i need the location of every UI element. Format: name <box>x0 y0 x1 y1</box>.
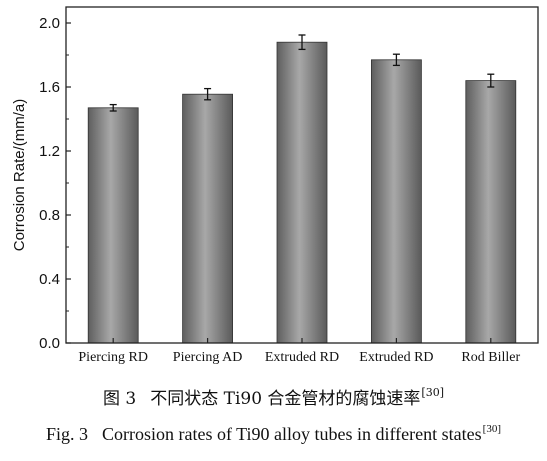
bar-chart: Piercing RD Piercing AD Extruded RD Extrude… <box>11 6 539 365</box>
bars-layer <box>87 34 517 344</box>
x-tick-label: Extruded RD <box>265 350 339 365</box>
y-tick-label: 2.0 <box>39 15 60 32</box>
y-tick-label: 0.0 <box>39 335 60 352</box>
y-tick-label: 0.4 <box>39 271 60 288</box>
y-tick-label: 1.6 <box>39 79 60 96</box>
caption-english-fig: Fig. 3 <box>46 424 89 444</box>
caption-chinese-fig: 图 3 <box>102 389 137 409</box>
x-tick-label: Rod Biller <box>461 350 520 365</box>
y-tick-label: 0.8 <box>39 207 60 224</box>
bar <box>465 80 517 344</box>
bar <box>87 107 139 344</box>
caption-chinese: 图 3 不同状态 Ti90 合金管材的腐蚀速率[30] <box>0 384 547 409</box>
bar <box>276 41 328 344</box>
caption-chinese-ref: [30] <box>421 386 445 399</box>
caption-english-text: Corrosion rates of Ti90 alloy tubes in d… <box>102 424 482 444</box>
x-tick-label: Extruded RD <box>359 350 433 365</box>
caption-english: Fig. 3 Corrosion rates of Ti90 alloy tube… <box>0 423 547 445</box>
x-tick-label: Piercing AD <box>173 350 243 365</box>
caption-english-ref: [30] <box>482 423 501 435</box>
x-tick-label: Piercing RD <box>78 350 148 365</box>
bar <box>182 93 234 344</box>
bar <box>370 59 422 344</box>
axis-layer: Piercing RD Piercing AD Extruded RD Extrude… <box>39 15 520 365</box>
y-tick-label: 1.2 <box>39 143 60 160</box>
caption-chinese-text: 不同状态 Ti90 合金管材的腐蚀速率 <box>150 389 421 409</box>
y-axis-label: Corrosion Rate/(mm/a) <box>11 99 28 252</box>
